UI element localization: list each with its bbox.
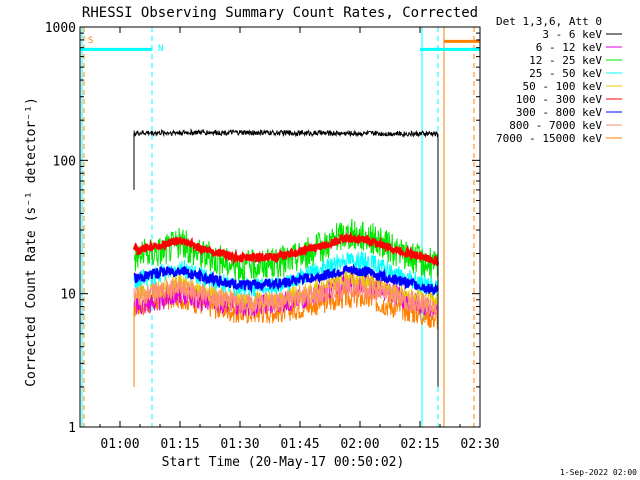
x-tick-label: 01:00 [100, 437, 139, 452]
x-tick-label: 02:30 [460, 437, 499, 452]
legend-label: 300 - 800 keV [516, 106, 602, 119]
legend-label: 12 - 25 keV [529, 54, 602, 67]
flag-label-s: S [88, 36, 93, 46]
chart-title: RHESSI Observing Summary Count Rates, Co… [82, 5, 478, 21]
y-axis-ticks: 1 10 100 1000 [45, 21, 480, 436]
series-line-800-7000kev [133, 277, 439, 317]
y-axis-label: Corrected Count Rate (s⁻¹ detector⁻¹) [24, 97, 39, 387]
x-tick-label: 01:30 [220, 437, 259, 452]
x-tick-label: 02:15 [400, 437, 439, 452]
vertical-markers [81, 27, 475, 427]
legend-label: 7000 - 15000 keV [496, 132, 602, 145]
series-line-300-800kev [133, 263, 439, 296]
legend-label: 25 - 50 keV [529, 67, 602, 80]
x-axis-label: Start Time (20-May-17 00:50:02) [162, 455, 405, 470]
legend-header: Det 1,3,6, Att 0 [496, 15, 602, 28]
legend-label: 3 - 6 keV [542, 28, 602, 41]
x-axis-ticks: 01:00 01:15 01:30 01:45 02:00 02:15 02:30 [79, 27, 500, 452]
x-tick-label: 02:00 [340, 437, 379, 452]
data-series [132, 128, 440, 387]
legend-label: 100 - 300 keV [516, 93, 602, 106]
y-tick-label: 1000 [45, 21, 76, 36]
legend-label: 6 - 12 keV [536, 41, 603, 54]
footer-date: 1-Sep-2022 02:00 [560, 468, 637, 477]
x-tick-label: 01:45 [280, 437, 319, 452]
legend-label: 50 - 100 keV [523, 80, 603, 93]
legend-label: 800 - 7000 keV [509, 119, 602, 132]
x-tick-label: 01:15 [160, 437, 199, 452]
flag-bars: SN [80, 36, 480, 54]
series-line-100-300kev [132, 231, 440, 268]
flag-label-n: N [158, 44, 163, 54]
y-tick-label: 100 [53, 154, 76, 169]
series-line-6-12kev [133, 272, 439, 318]
series-line-3-6kev [133, 128, 439, 139]
y-tick-label: 1 [68, 421, 76, 436]
y-tick-label: 10 [60, 288, 76, 303]
